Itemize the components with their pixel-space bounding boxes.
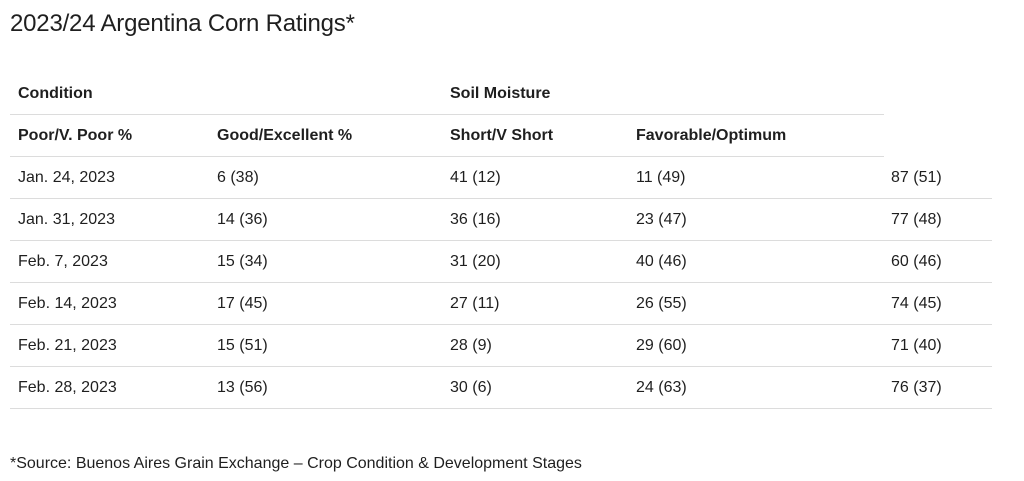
- row-divider: [10, 408, 992, 409]
- group-header-soil-moisture: Soil Moisture: [450, 85, 551, 102]
- table-cell-date: Feb. 14, 2023: [18, 295, 117, 312]
- table-cell: 31 (20): [450, 253, 501, 270]
- table-cell: 17 (45): [217, 295, 268, 312]
- table-cell: 15 (51): [217, 337, 268, 354]
- header-divider: [10, 114, 884, 115]
- table-cell: 14 (36): [217, 211, 268, 228]
- row-divider: [10, 324, 992, 325]
- row-divider: [10, 198, 992, 199]
- table-cell-date: Feb. 7, 2023: [18, 253, 108, 270]
- table-cell: 29 (60): [636, 337, 687, 354]
- table-cell-date: Jan. 24, 2023: [18, 169, 115, 186]
- column-header-poor: Poor/V. Poor %: [18, 127, 133, 144]
- table-cell: 28 (9): [450, 337, 492, 354]
- table-cell: 30 (6): [450, 379, 492, 396]
- row-divider: [10, 240, 992, 241]
- row-divider: [10, 282, 992, 283]
- column-header-good: Good/Excellent %: [217, 127, 353, 144]
- table-cell: 13 (56): [217, 379, 268, 396]
- table-cell: 76 (37): [891, 379, 942, 396]
- table-cell: 60 (46): [891, 253, 942, 270]
- table-cell: 41 (12): [450, 169, 501, 186]
- table-cell: 87 (51): [891, 169, 942, 186]
- source-note: *Source: Buenos Aires Grain Exchange – C…: [10, 455, 582, 472]
- table-cell: 23 (47): [636, 211, 687, 228]
- table-cell: 15 (34): [217, 253, 268, 270]
- column-header-short: Short/V Short: [450, 127, 554, 144]
- table-cell-date: Feb. 28, 2023: [18, 379, 117, 396]
- table-cell: 26 (55): [636, 295, 687, 312]
- table-cell: 24 (63): [636, 379, 687, 396]
- column-header-favorable: Favorable/Optimum: [636, 127, 787, 144]
- table-cell-date: Jan. 31, 2023: [18, 211, 115, 228]
- table-cell: 6 (38): [217, 169, 259, 186]
- table-cell: 11 (49): [636, 169, 686, 186]
- header-divider: [10, 156, 884, 157]
- row-divider: [10, 366, 992, 367]
- table-cell: 40 (46): [636, 253, 687, 270]
- table-cell: 74 (45): [891, 295, 942, 312]
- group-header-condition: Condition: [18, 85, 93, 102]
- table-cell-date: Feb. 21, 2023: [18, 337, 117, 354]
- table-cell: 77 (48): [891, 211, 942, 228]
- table-cell: 71 (40): [891, 337, 942, 354]
- page-title: 2023/24 Argentina Corn Ratings*: [10, 10, 355, 37]
- table-cell: 36 (16): [450, 211, 501, 228]
- table-cell: 27 (11): [450, 295, 500, 312]
